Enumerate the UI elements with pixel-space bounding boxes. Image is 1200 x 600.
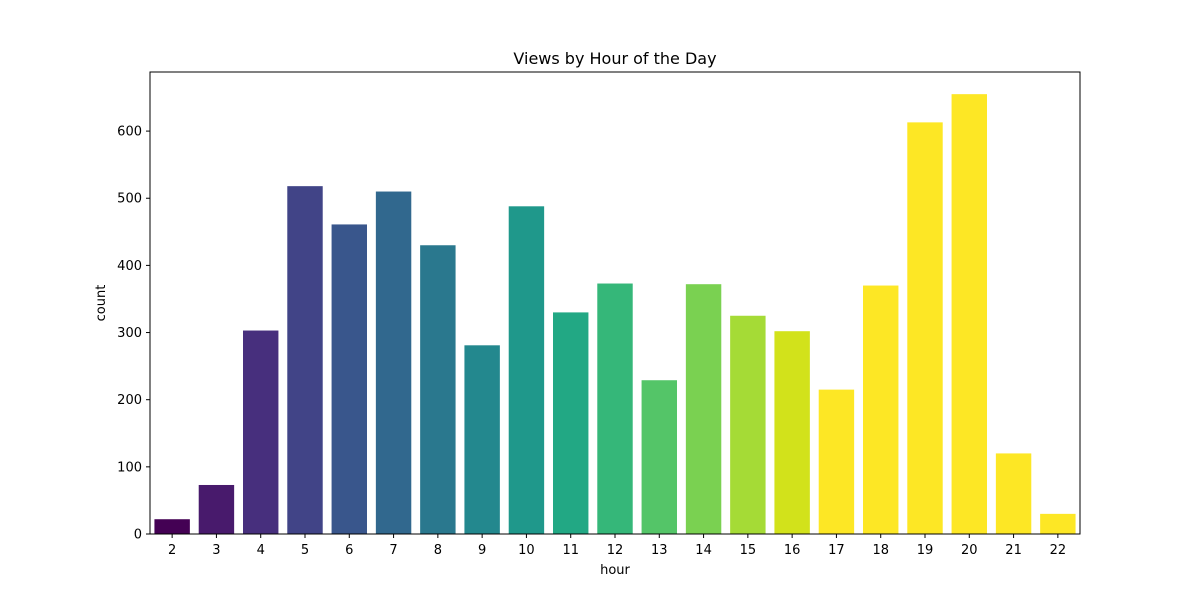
- bar-hour-18: [863, 285, 899, 534]
- bar-hour-17: [818, 389, 855, 534]
- x-axis: 2 3 4 5 6 7 8 9 10 11 12 13 14 15 16 17 18 19 20 21 22: [168, 534, 1066, 558]
- x-tick-label: 12: [607, 543, 624, 558]
- bar-hour-20: [951, 94, 987, 534]
- x-tick-label: 16: [784, 543, 801, 558]
- x-axis-label: hour: [600, 563, 630, 578]
- x-tick-label: 3: [212, 543, 220, 558]
- x-tick-label: 19: [917, 543, 934, 558]
- bar-hour-10: [508, 206, 545, 535]
- x-tick-label: 10: [518, 543, 535, 558]
- bar-hour-2: [154, 519, 190, 534]
- x-tick-label: 6: [345, 543, 353, 558]
- bar-hour-3: [198, 484, 235, 534]
- bar-hour-13: [641, 380, 677, 534]
- y-tick-label: 300: [117, 326, 142, 341]
- x-tick-label: 15: [740, 543, 757, 558]
- bars-group: [154, 94, 1076, 535]
- x-tick-label: 13: [651, 543, 668, 558]
- bar-hour-9: [464, 345, 500, 534]
- bar-hour-4: [243, 330, 279, 534]
- bar-hour-6: [331, 224, 367, 534]
- x-tick-label: 22: [1050, 543, 1067, 558]
- x-tick-label: 17: [828, 543, 845, 558]
- y-tick-label: 100: [117, 460, 142, 475]
- plot-frame: [149, 71, 1081, 535]
- bar-hour-11: [553, 312, 589, 534]
- x-tick-label: 20: [961, 543, 978, 558]
- x-tick-label: 21: [1005, 543, 1022, 558]
- bar-hour-5: [287, 186, 323, 534]
- y-tick-label: 500: [117, 192, 142, 207]
- bar-hour-16: [774, 331, 810, 534]
- y-tick-label: 200: [117, 393, 142, 408]
- y-tick-label: 600: [117, 125, 142, 140]
- chart-title: Views by Hour of the Day: [513, 49, 716, 68]
- bar-hour-22: [1040, 513, 1076, 534]
- y-tick-label: 400: [117, 259, 142, 274]
- x-tick-label: 11: [562, 543, 579, 558]
- x-tick-label: 4: [257, 543, 265, 558]
- x-tick-label: 7: [389, 543, 397, 558]
- x-tick-label: 2: [168, 543, 176, 558]
- y-axis: 0 100 200 300 400 500 600: [117, 125, 150, 543]
- bar-hour-15: [730, 315, 766, 534]
- x-tick-label: 18: [872, 543, 889, 558]
- bar-hour-19: [907, 122, 943, 534]
- bar-hour-7: [375, 191, 412, 535]
- y-tick-label: 0: [134, 528, 142, 543]
- bar-hour-21: [995, 453, 1032, 534]
- x-tick-label: 8: [434, 543, 442, 558]
- y-axis-label: count: [94, 285, 109, 322]
- bar-hour-8: [420, 245, 456, 534]
- bar-hour-12: [597, 283, 633, 534]
- x-tick-label: 9: [478, 543, 486, 558]
- x-tick-label: 14: [695, 543, 712, 558]
- x-tick-label: 5: [301, 543, 309, 558]
- bar-hour-14: [685, 284, 722, 534]
